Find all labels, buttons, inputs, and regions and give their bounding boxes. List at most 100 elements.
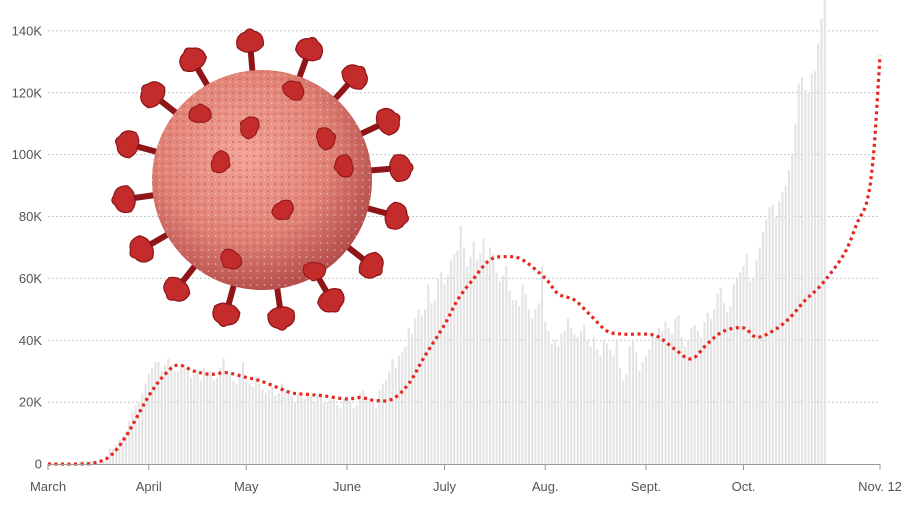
bar (654, 337, 657, 464)
bar (781, 191, 784, 465)
bar (124, 433, 128, 464)
spike-head (375, 107, 401, 136)
bar (648, 349, 651, 464)
x-tick-label: May (234, 479, 259, 494)
bar (115, 445, 118, 464)
bar (339, 408, 342, 464)
bar (674, 318, 677, 464)
bar (735, 278, 739, 464)
bar (349, 402, 352, 464)
bar (635, 352, 638, 464)
bar (111, 448, 115, 464)
bar (456, 250, 459, 464)
x-tick-label: March (30, 479, 66, 494)
y-tick-label: 80K (19, 209, 42, 224)
bar (310, 395, 313, 464)
bar (521, 284, 524, 464)
bar (248, 383, 251, 464)
bar (228, 374, 232, 464)
bar (615, 340, 618, 464)
bar (514, 300, 518, 464)
spike-head (384, 201, 410, 230)
bar (745, 253, 748, 464)
bar (193, 374, 196, 464)
bar (277, 392, 280, 464)
bar (137, 402, 141, 464)
bar (254, 377, 258, 464)
bar (563, 330, 566, 464)
bar (618, 368, 622, 464)
bar (183, 365, 186, 464)
bar (813, 71, 817, 465)
spike-head (129, 235, 154, 263)
bar (251, 386, 254, 464)
surface-spike (220, 248, 243, 270)
bar (794, 123, 797, 464)
bar (755, 259, 758, 464)
bar (355, 405, 358, 464)
bar (709, 318, 713, 464)
surface-spike (188, 103, 212, 123)
bar (365, 395, 368, 464)
surface-spike (303, 261, 327, 282)
bar (352, 408, 355, 464)
bar (407, 327, 410, 464)
bar (625, 374, 628, 464)
bar (176, 371, 180, 464)
bar (79, 460, 82, 464)
spike-head (111, 185, 136, 214)
bar (180, 368, 183, 464)
bar (752, 278, 755, 464)
y-axis-ticks: 0 20K 40K 60K 80K 100K 120K 140K (12, 23, 43, 471)
bar (657, 327, 661, 464)
bar (797, 83, 800, 465)
bar (141, 392, 144, 464)
bar (157, 361, 160, 464)
bar (108, 448, 111, 464)
spike-head (389, 154, 414, 182)
bar (765, 219, 768, 464)
bar (316, 395, 319, 464)
bar (524, 293, 527, 464)
bar (605, 343, 609, 464)
x-tick-label: June (333, 479, 361, 494)
bar (586, 340, 589, 464)
bar (761, 232, 765, 464)
bar (495, 272, 498, 464)
bar (462, 247, 466, 464)
surface-spike (210, 149, 231, 174)
bar (488, 247, 492, 464)
bar (154, 361, 157, 464)
bar (670, 334, 674, 464)
spike-head (114, 130, 140, 159)
spike-head (236, 28, 264, 53)
bar (329, 399, 332, 464)
bar (677, 315, 680, 464)
bar (358, 392, 362, 464)
bar (147, 374, 150, 464)
bar (235, 383, 238, 464)
bar (774, 216, 778, 464)
bar (95, 460, 98, 464)
y-tick-label: 20K (19, 395, 42, 410)
surface-spike (271, 199, 294, 221)
bar (170, 365, 173, 464)
bar (381, 383, 384, 464)
spike-head (163, 276, 191, 302)
bar (105, 457, 108, 464)
bar (612, 355, 615, 464)
bar (787, 170, 791, 464)
coronavirus-illustration (111, 28, 414, 331)
bar (368, 399, 371, 464)
bar (722, 303, 726, 464)
bar (163, 365, 167, 464)
bar (560, 334, 563, 464)
bar (326, 402, 329, 464)
spike-head (317, 288, 345, 313)
bar (261, 389, 264, 464)
bar (651, 334, 654, 464)
spike-head (294, 36, 324, 62)
bar (274, 395, 277, 464)
bar (820, 18, 823, 465)
